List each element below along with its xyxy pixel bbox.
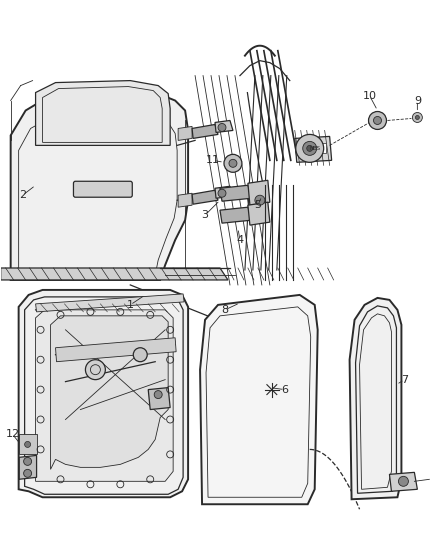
Text: 11: 11: [206, 155, 220, 165]
Circle shape: [413, 112, 422, 123]
Text: 2: 2: [19, 190, 26, 200]
Circle shape: [24, 470, 32, 478]
Circle shape: [24, 457, 32, 465]
Text: 8: 8: [222, 305, 229, 315]
Polygon shape: [248, 180, 270, 205]
Text: 3: 3: [201, 210, 208, 220]
Circle shape: [154, 391, 162, 399]
Polygon shape: [50, 316, 168, 470]
FancyBboxPatch shape: [74, 181, 132, 197]
Text: 6: 6: [281, 385, 288, 394]
Polygon shape: [56, 338, 176, 362]
Circle shape: [255, 195, 265, 205]
Polygon shape: [178, 126, 192, 140]
Polygon shape: [35, 310, 173, 481]
Polygon shape: [295, 136, 332, 163]
Polygon shape: [192, 190, 218, 204]
Circle shape: [133, 348, 147, 362]
Text: 7: 7: [401, 375, 408, 385]
Polygon shape: [178, 193, 192, 207]
Polygon shape: [35, 294, 184, 312]
Circle shape: [307, 146, 313, 151]
Circle shape: [368, 111, 386, 130]
Polygon shape: [19, 455, 37, 479]
Polygon shape: [248, 202, 270, 225]
Polygon shape: [215, 186, 233, 198]
Polygon shape: [215, 120, 233, 132]
Polygon shape: [1, 268, 228, 280]
Text: 10: 10: [363, 91, 377, 101]
Polygon shape: [35, 80, 170, 146]
Bar: [304, 143, 326, 154]
Text: 5: 5: [254, 200, 261, 210]
Text: 9: 9: [414, 95, 421, 106]
Circle shape: [218, 189, 226, 197]
Circle shape: [374, 117, 381, 124]
Text: 1: 1: [127, 300, 134, 310]
Text: 4: 4: [237, 235, 244, 245]
Polygon shape: [148, 387, 170, 409]
Text: 12: 12: [6, 430, 20, 440]
Polygon shape: [220, 207, 252, 223]
Polygon shape: [19, 290, 188, 497]
Circle shape: [224, 155, 242, 172]
Polygon shape: [220, 185, 252, 201]
Circle shape: [25, 441, 31, 447]
Polygon shape: [200, 295, 318, 504]
Circle shape: [303, 141, 317, 155]
Circle shape: [399, 477, 408, 486]
Circle shape: [296, 134, 324, 163]
Polygon shape: [11, 88, 188, 280]
Circle shape: [229, 159, 237, 167]
Circle shape: [85, 360, 106, 379]
Circle shape: [218, 124, 226, 132]
Polygon shape: [350, 298, 401, 499]
Text: NBS: NBS: [309, 147, 320, 151]
Circle shape: [415, 116, 419, 119]
Polygon shape: [389, 472, 417, 491]
Bar: [19, 434, 37, 455]
Polygon shape: [192, 124, 218, 139]
